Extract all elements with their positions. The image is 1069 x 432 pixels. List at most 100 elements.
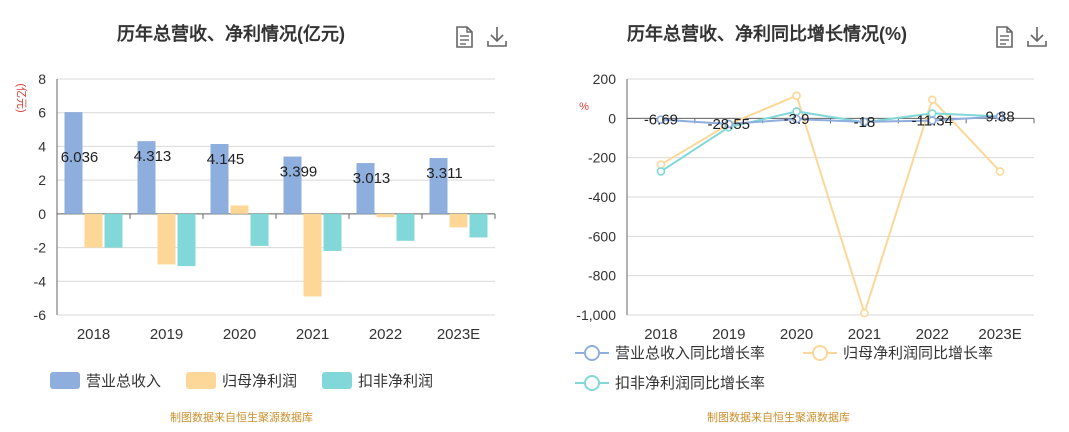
data-label: 9.88 [985,108,1014,125]
x-tick-label: 2022 [369,326,402,343]
series-line [660,115,1001,125]
y-tick-label: -6 [34,307,47,323]
y-tick-label: -4 [34,273,47,289]
x-tick-label: 2023E [978,326,1021,343]
x-tick-label: 2020 [223,326,256,343]
data-point [995,167,1005,176]
legend-item[interactable]: 扣非净利润 [322,370,433,391]
left-chart-panel: 历年总营收、净利情况(亿元) -6 -4 -2 0 2 4 6 8 (亿元) 2018 6.036 2… [15,24,508,424]
data-label: 4.313 [134,148,172,165]
bar [137,141,156,214]
y-tick-label: 200 [593,71,617,87]
x-tick-label: 2019 [150,326,183,343]
y-axis-label: % [579,101,589,113]
legend-label: 扣非净利润 [358,373,434,390]
legend-line-marker [575,344,609,361]
bar [323,213,342,251]
bar [104,213,123,248]
legend-label: 归母净利润 [222,373,298,390]
data-point [860,117,869,127]
data-label: -3.9 [784,111,810,128]
data-point [656,160,666,169]
data-label: 6.036 [61,149,99,166]
legend-label: 营业总收入同比增长率 [615,345,766,362]
y-tick-label: 8 [38,71,46,87]
document-icon[interactable] [453,25,475,49]
left-chart-title: 历年总营收、净利情况(亿元) [117,24,345,44]
bar [64,112,83,214]
data-point [927,116,937,125]
bar [283,156,302,214]
data-point [995,112,1005,121]
x-tick-label: 2018 [77,326,110,343]
legend-item[interactable]: 归母净利润 [186,370,297,391]
data-point [656,167,666,176]
y-tick-label: -2 [34,240,47,256]
x-tick-label: 2023E [437,326,480,343]
bar [230,205,249,214]
legend-item[interactable]: 营业总收入 [50,370,161,391]
series-line [660,110,1001,173]
y-tick-label: -800 [588,268,616,284]
y-tick-label: -1,000 [576,307,616,323]
data-label: -18 [854,114,876,131]
download-icon[interactable] [1026,25,1048,49]
bar [303,213,322,297]
y-tick-label: 6 [38,105,46,121]
data-point [792,91,801,101]
x-tick-label: 2019 [712,326,745,343]
right-data-source: 制图数据来自恒生聚源数据库 [707,412,850,424]
right-chart-title: 历年总营收、净利同比增长情况(%) [627,24,907,44]
legend-label: 归母净利润同比增长率 [843,345,994,362]
bar [210,143,229,214]
x-tick-label: 2020 [780,326,813,343]
bar [376,213,395,218]
bar [157,213,176,265]
bar [449,213,468,228]
y-axis-label: (亿元) [15,83,28,112]
document-icon[interactable] [993,25,1015,49]
legend-item[interactable]: 归母净利润同比增长率 [803,342,993,363]
download-icon[interactable] [486,25,508,49]
x-tick-label: 2022 [916,326,949,343]
legend-swatch [186,372,216,389]
x-tick-label: 2018 [644,326,677,343]
y-tick-label: 4 [38,138,46,154]
left-data-source: 制图数据来自恒生聚源数据库 [170,412,313,424]
y-tick-label: 0 [38,206,46,222]
data-label: 3.399 [280,164,318,181]
bar [177,213,196,267]
right-line-chart: -1,000 -800 -600 -400 -200 0 200% 2018 2019 2020 2… [576,71,1035,343]
legend-swatch [50,372,80,389]
data-label: -28.55 [707,116,750,133]
data-point [724,119,734,129]
legend-line-marker [803,344,837,361]
data-label: 4.145 [207,151,245,168]
data-point [860,308,869,318]
legend-swatch [322,372,352,389]
legend-item[interactable]: 扣非净利润同比增长率 [575,372,765,393]
left-bar-chart: -6 -4 -2 0 2 4 6 8 (亿元) 2018 6.036 2019 4.313 2020 4.1… [15,71,496,343]
data-label: 3.013 [353,170,391,187]
x-tick-label: 2021 [296,326,329,343]
y-tick-label: 2 [38,172,46,188]
y-tick-label: -200 [588,150,616,166]
legend-item[interactable]: 营业总收入同比增长率 [575,342,765,363]
bar [396,213,415,241]
bar [84,213,103,248]
y-tick-label: 0 [608,110,616,126]
bar [429,158,448,214]
legend-label: 营业总收入 [86,373,162,390]
y-tick-label: -600 [588,228,616,244]
series-line [660,94,1001,317]
data-label: 3.311 [426,165,462,182]
right-chart-panel: 历年总营收、净利同比增长情况(%) -1,000 -800 -600 -400 -200… [535,0,1069,432]
y-tick-label: -400 [588,189,616,205]
bar [469,213,488,238]
bar [356,163,375,214]
x-tick-label: 2021 [848,326,881,343]
data-point [792,114,801,124]
data-point [656,115,666,124]
data-label: -11.34 [912,113,953,130]
legend-label: 扣非净利润同比增长率 [615,375,766,392]
